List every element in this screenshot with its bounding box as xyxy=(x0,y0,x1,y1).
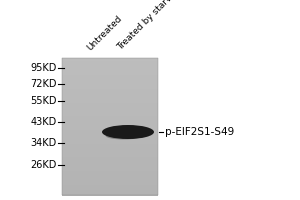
Bar xyxy=(62,120,158,124)
Bar xyxy=(62,65,158,69)
Bar xyxy=(62,178,158,182)
Bar xyxy=(62,161,158,165)
Bar xyxy=(62,96,158,100)
Bar xyxy=(62,99,158,104)
Bar xyxy=(62,154,158,158)
Bar xyxy=(62,116,158,121)
Bar xyxy=(62,92,158,97)
Bar xyxy=(62,58,158,195)
Bar xyxy=(62,171,158,175)
Text: 72KD: 72KD xyxy=(31,79,57,89)
Bar xyxy=(62,113,158,117)
Text: Treated by starvation: Treated by starvation xyxy=(116,0,190,52)
Text: 95KD: 95KD xyxy=(31,63,57,73)
Bar xyxy=(62,61,158,66)
Bar xyxy=(62,185,158,189)
Ellipse shape xyxy=(102,125,154,139)
Bar xyxy=(62,68,158,73)
Bar xyxy=(62,133,158,138)
Bar xyxy=(62,174,158,179)
Bar xyxy=(62,123,158,128)
Bar xyxy=(62,89,158,93)
Bar xyxy=(62,192,158,196)
Bar xyxy=(62,137,158,141)
Text: 34KD: 34KD xyxy=(31,138,57,148)
Bar xyxy=(62,188,158,193)
Text: 43KD: 43KD xyxy=(31,117,57,127)
Bar xyxy=(62,157,158,162)
Bar xyxy=(62,109,158,114)
Bar xyxy=(62,58,158,62)
Bar xyxy=(62,127,158,131)
Bar xyxy=(62,140,158,145)
Bar xyxy=(62,150,158,155)
Ellipse shape xyxy=(106,132,142,140)
Text: Untreated: Untreated xyxy=(85,13,124,52)
Text: 26KD: 26KD xyxy=(31,160,57,170)
Bar xyxy=(62,103,158,107)
Bar xyxy=(62,181,158,186)
Bar xyxy=(62,82,158,86)
Bar xyxy=(62,85,158,90)
Bar xyxy=(62,79,158,83)
Bar xyxy=(62,144,158,148)
Bar xyxy=(62,147,158,151)
Text: 55KD: 55KD xyxy=(31,96,57,106)
Bar xyxy=(62,168,158,172)
Bar xyxy=(62,130,158,134)
Bar xyxy=(62,164,158,169)
Bar xyxy=(62,75,158,80)
Bar xyxy=(62,72,158,76)
Text: p-EIF2S1-S49: p-EIF2S1-S49 xyxy=(165,127,234,137)
Bar xyxy=(62,106,158,110)
